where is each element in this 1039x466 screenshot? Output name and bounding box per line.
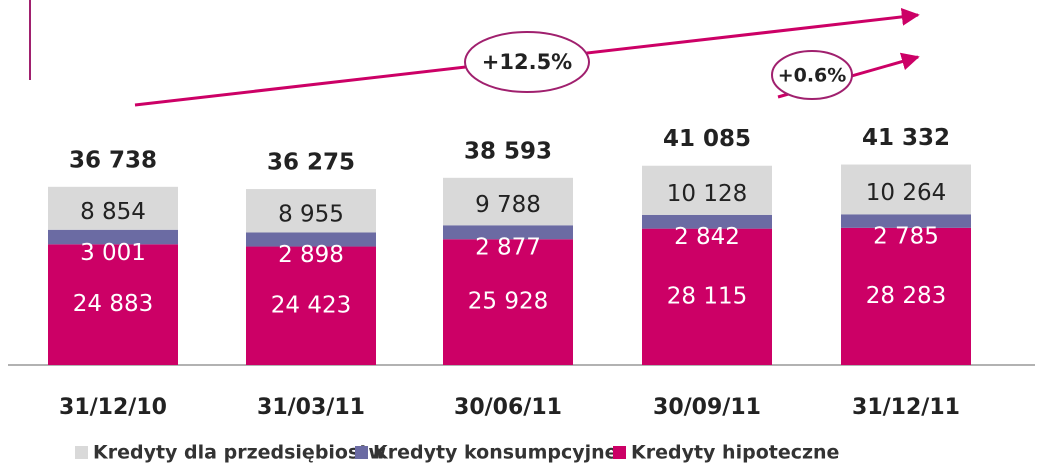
legend-swatch <box>75 446 88 459</box>
total-label: 36 738 <box>69 147 157 173</box>
bar-segment <box>642 165 772 215</box>
value-label: 8 955 <box>278 201 344 227</box>
value-label: 25 928 <box>468 289 548 315</box>
value-label: 24 423 <box>271 292 351 318</box>
legend-label: Kredyty konsumpcyjne <box>373 442 618 464</box>
total-label: 41 085 <box>663 126 751 152</box>
value-label: 24 883 <box>73 291 153 317</box>
value-label: 10 264 <box>866 180 946 206</box>
value-label: 2 877 <box>475 235 541 261</box>
bar-segment <box>48 229 178 245</box>
x-tick-label: 30/09/11 <box>653 395 761 420</box>
total-label: 36 275 <box>267 150 355 176</box>
bar-segment <box>246 189 376 233</box>
value-label: 2 842 <box>674 224 740 250</box>
x-tick-label: 31/12/10 <box>59 395 167 420</box>
value-label: 28 115 <box>667 283 747 309</box>
value-label: 8 854 <box>80 199 146 225</box>
bar-segment <box>642 214 772 229</box>
annotation-bubble <box>464 31 590 93</box>
bar-segment <box>443 177 573 226</box>
x-tick-label: 30/06/11 <box>454 395 562 420</box>
annotation: +12.5% <box>482 50 572 74</box>
legend-swatch <box>355 446 368 459</box>
bar-segment <box>642 228 772 365</box>
total-label: 41 332 <box>862 125 950 151</box>
value-label: 28 283 <box>866 283 946 309</box>
bar-segment <box>443 239 573 365</box>
legend-label: Kredyty dla przedsiębiostw <box>93 442 386 464</box>
bar-segment <box>443 225 573 240</box>
value-label: 10 128 <box>667 181 747 207</box>
annotation-bubble <box>771 50 853 100</box>
bar-segment <box>841 214 971 228</box>
x-tick-label: 31/03/11 <box>257 395 365 420</box>
bar-segment <box>841 227 971 365</box>
value-label: 2 898 <box>278 242 344 268</box>
legend-label: Kredyty hipoteczne <box>631 442 839 464</box>
annotation: +0.6% <box>778 65 847 87</box>
x-tick-label: 31/12/11 <box>852 395 960 420</box>
bar-segment <box>246 232 376 247</box>
value-label: 2 785 <box>873 223 939 249</box>
value-label: 9 788 <box>475 192 541 218</box>
bar-segment <box>246 246 376 365</box>
total-label: 38 593 <box>464 138 552 164</box>
bar-segment <box>841 164 971 215</box>
bar-segment <box>48 244 178 365</box>
bar-segment <box>48 186 178 230</box>
legend-swatch <box>613 446 626 459</box>
value-label: 3 001 <box>80 240 146 266</box>
